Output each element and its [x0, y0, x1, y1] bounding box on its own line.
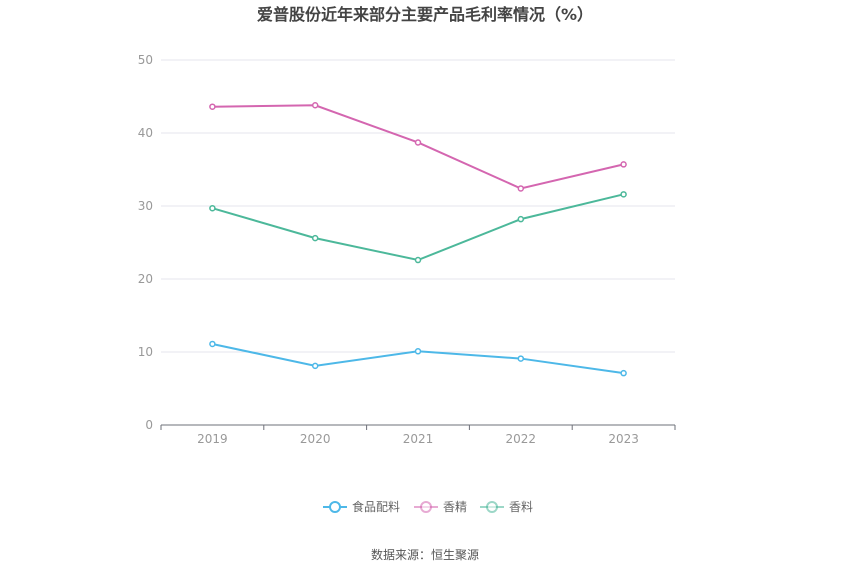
data-point[interactable]	[311, 102, 319, 109]
x-tick-label: 2021	[403, 432, 434, 446]
data-point[interactable]	[414, 256, 422, 264]
x-tick-label: 2023	[608, 432, 639, 446]
legend-item-3[interactable]: 香料	[480, 500, 533, 514]
legend-item-2[interactable]: 香精	[414, 500, 467, 514]
data-point[interactable]	[620, 191, 627, 198]
data-point[interactable]	[209, 204, 216, 212]
legend-label: 食品配料	[352, 499, 400, 514]
data-point[interactable]	[414, 348, 422, 355]
y-tick-label: 20	[138, 272, 153, 286]
x-tick-label: 2022	[506, 432, 537, 446]
chart-title: 爱普股份近年来部分主要产品毛利率情况（%）	[257, 5, 593, 24]
y-tick-label: 0	[145, 418, 153, 432]
x-tick-label: 2020	[300, 432, 331, 446]
source-note: 数据来源：恒生聚源	[371, 547, 479, 562]
data-point[interactable]	[209, 103, 216, 110]
data-point[interactable]	[311, 362, 319, 370]
legend-marker-icon	[329, 501, 341, 513]
data-point[interactable]	[311, 234, 319, 242]
data-point[interactable]	[517, 215, 525, 223]
data-point[interactable]	[414, 139, 422, 146]
y-tick-label: 10	[138, 345, 153, 359]
y-tick-label: 30	[138, 199, 153, 213]
data-point[interactable]	[517, 355, 525, 362]
data-point[interactable]	[620, 161, 627, 168]
series-line-2	[212, 104, 624, 190]
data-point[interactable]	[209, 340, 216, 348]
data-point[interactable]	[517, 185, 525, 192]
legend-label: 香料	[509, 500, 533, 514]
x-tick-label: 2019	[197, 432, 228, 446]
legend-marker-icon	[486, 501, 498, 513]
data-point[interactable]	[620, 369, 627, 377]
legend-label: 香精	[443, 500, 467, 514]
legend-marker-icon	[420, 501, 432, 513]
series-line-3	[212, 193, 624, 262]
y-tick-label: 40	[138, 126, 153, 140]
legend-item-1[interactable]: 食品配料	[323, 499, 400, 514]
y-tick-label: 50	[138, 53, 153, 67]
